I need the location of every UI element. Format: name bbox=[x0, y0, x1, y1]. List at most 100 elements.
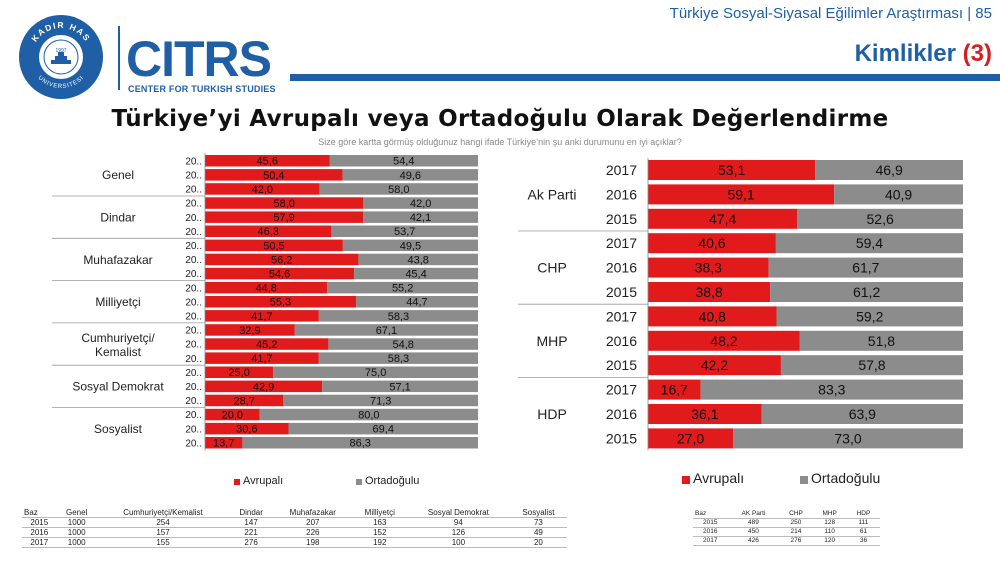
group-label: Ak Parti bbox=[527, 186, 576, 202]
table-cell: 94 bbox=[406, 517, 510, 528]
base-header-mhp: MHP bbox=[822, 510, 837, 517]
bar-ortadogulu bbox=[363, 211, 478, 223]
table-row: 2017 1000 155 276 198 192 100 20 bbox=[22, 537, 567, 548]
data-label-avrupali: 36,1 bbox=[691, 406, 718, 422]
year-tick-label: 2015 bbox=[606, 211, 637, 227]
year-tick-label: 20.. bbox=[185, 326, 202, 337]
data-label-ortadogulu: 43,8 bbox=[408, 254, 429, 266]
data-label-ortadogulu: 71,3 bbox=[370, 395, 391, 407]
data-label-ortadogulu: 52,6 bbox=[867, 211, 894, 227]
bar-avrupali bbox=[205, 338, 329, 350]
bar-avrupali bbox=[205, 352, 319, 364]
section-title: Kimlikler (3) bbox=[855, 40, 992, 68]
bar-avrupali bbox=[205, 169, 343, 181]
data-label-ortadogulu: 61,7 bbox=[852, 260, 879, 276]
year-tick-label: 2017 bbox=[606, 382, 637, 398]
data-label-ortadogulu: 75,0 bbox=[365, 367, 386, 379]
data-label-avrupali: 38,8 bbox=[695, 284, 722, 300]
bar-avrupali bbox=[648, 282, 771, 302]
bar-ortadogulu bbox=[322, 380, 478, 393]
data-label-ortadogulu: 46,9 bbox=[876, 162, 903, 178]
bar-ortadogulu bbox=[329, 155, 478, 167]
data-label-avrupali: 25,0 bbox=[228, 367, 249, 379]
bar-avrupali bbox=[648, 404, 762, 424]
data-label-avrupali: 32,9 bbox=[239, 325, 260, 337]
data-label-ortadogulu: 80,0 bbox=[358, 410, 379, 422]
group-label: Muhafazakar bbox=[83, 253, 152, 267]
base-header-sosyal-demokrat: Sosyal Demokrat bbox=[427, 508, 489, 517]
data-label-avrupali: 42,0 bbox=[252, 184, 273, 196]
table-cell: 2017 bbox=[22, 537, 57, 548]
data-label-avrupali: 55,3 bbox=[270, 297, 291, 309]
table-cell: 20 bbox=[509, 537, 567, 548]
bar-avrupali bbox=[648, 379, 701, 400]
bar-ortadogulu bbox=[242, 437, 478, 449]
table-cell: 163 bbox=[352, 517, 407, 528]
data-label-avrupali: 44,8 bbox=[255, 283, 276, 295]
bar-ortadogulu bbox=[318, 310, 478, 322]
bar-ortadogulu bbox=[327, 281, 478, 294]
table-cell: 226 bbox=[272, 527, 353, 538]
group-label: MHP bbox=[536, 333, 567, 349]
group-label: HDP bbox=[537, 406, 567, 422]
seal-year: 1997 bbox=[55, 48, 66, 54]
bar-avrupali bbox=[205, 437, 243, 449]
legend-label-avrupali: Avrupalı bbox=[693, 470, 744, 486]
group-label: CHP bbox=[537, 260, 567, 276]
bar-ortadogulu bbox=[761, 404, 963, 424]
bar-avrupali bbox=[205, 183, 320, 195]
bar-ortadogulu bbox=[342, 169, 478, 181]
year-tick-label: 20.. bbox=[185, 438, 202, 449]
group-label: Sosyal Demokrat bbox=[72, 380, 164, 394]
table-cell: 111 bbox=[846, 518, 880, 528]
bar-ortadogulu bbox=[354, 267, 478, 280]
legend-swatch-ortadogulu bbox=[800, 476, 808, 484]
bar-avrupali bbox=[205, 197, 364, 209]
year-tick-label: 2015 bbox=[606, 430, 637, 446]
data-label-ortadogulu: 67,1 bbox=[376, 325, 397, 337]
bar-avrupali bbox=[648, 233, 776, 254]
data-label-ortadogulu: 42,1 bbox=[410, 212, 431, 224]
year-tick-label: 20.. bbox=[185, 170, 202, 181]
table-cell: 100 bbox=[406, 537, 510, 548]
bar-avrupali bbox=[648, 330, 800, 351]
bar-avrupali bbox=[648, 160, 816, 180]
table-cell: 250 bbox=[779, 518, 813, 528]
data-label-ortadogulu: 45,4 bbox=[405, 269, 426, 281]
table-cell: 110 bbox=[812, 527, 847, 537]
bar-ortadogulu bbox=[331, 225, 478, 237]
data-label-ortadogulu: 73,0 bbox=[834, 430, 861, 446]
data-label-avrupali: 50,5 bbox=[263, 240, 284, 252]
table-row: 2015 489 250 128 111 bbox=[693, 518, 880, 528]
base-header-hdp: HDP bbox=[856, 510, 871, 517]
data-label-ortadogulu: 83,3 bbox=[818, 382, 845, 398]
bar-ortadogulu bbox=[342, 239, 478, 252]
base-row-label: Baz bbox=[24, 508, 38, 517]
base-header-genel: Genel bbox=[65, 508, 88, 517]
table-cell: 426 bbox=[727, 536, 780, 546]
year-tick-label: 20.. bbox=[185, 213, 202, 224]
table-cell: 2016 bbox=[22, 527, 57, 538]
data-label-ortadogulu: 44,7 bbox=[406, 297, 427, 309]
bar-ortadogulu bbox=[700, 379, 963, 400]
data-label-avrupali: 28,7 bbox=[233, 395, 254, 407]
bar-avrupali bbox=[205, 394, 284, 407]
year-tick-label: 2016 bbox=[606, 186, 637, 202]
year-tick-label: 2016 bbox=[606, 406, 637, 422]
legend-swatch-ortadogulu bbox=[356, 479, 362, 485]
data-label-ortadogulu: 86,3 bbox=[349, 438, 370, 450]
report-title: Türkiye Sosyal-Siyasal Eğilimler Araştır… bbox=[669, 5, 992, 22]
header-rule bbox=[290, 74, 1000, 81]
data-label-ortadogulu: 69,4 bbox=[373, 424, 394, 436]
data-label-ortadogulu: 42,0 bbox=[410, 198, 431, 210]
table-cell: 192 bbox=[352, 537, 407, 548]
bar-avrupali bbox=[205, 296, 356, 308]
bar-avrupali bbox=[648, 208, 798, 229]
bar-ortadogulu bbox=[834, 184, 963, 205]
table-cell: 152 bbox=[352, 527, 407, 538]
data-label-ortadogulu: 54,8 bbox=[392, 339, 413, 351]
base-header-akparti: AK Parti bbox=[741, 510, 766, 517]
bar-avrupali bbox=[205, 422, 289, 435]
table-cell: 2015 bbox=[693, 518, 728, 528]
bar-avrupali bbox=[205, 380, 323, 393]
